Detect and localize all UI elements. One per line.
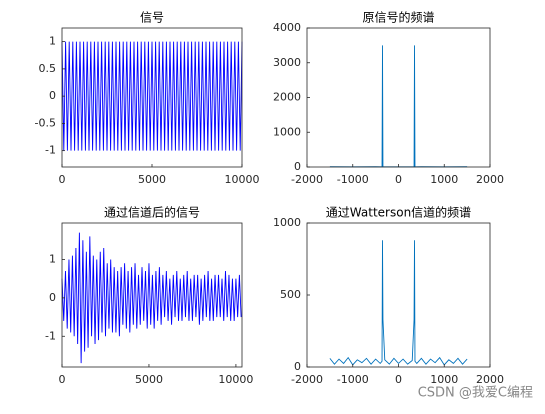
y-tick-label: 4000 (273, 21, 301, 34)
y-tick-label: 1000 (273, 216, 301, 229)
y-tick-label: -1 (45, 329, 56, 342)
x-tick-label: 1000 (430, 173, 458, 186)
y-tick-label: 1 (49, 252, 56, 265)
x-tick-label: 0 (395, 373, 402, 386)
x-tick-label: 0 (59, 373, 66, 386)
data-line (61, 41, 243, 151)
x-tick-label: -1000 (337, 173, 369, 186)
y-tick-label: 3000 (273, 56, 301, 69)
y-tick-label: 0 (294, 360, 301, 373)
x-tick-label: -1000 (337, 373, 369, 386)
y-tick-label: 500 (280, 288, 301, 301)
x-tick-label: 10000 (218, 373, 253, 386)
x-tick-label: -2000 (291, 373, 323, 386)
chart-title: 通过Watterson信道的频谱 (326, 205, 471, 220)
y-tick-label: 2000 (273, 91, 301, 104)
y-tick-label: -0.5 (35, 116, 56, 129)
y-tick-label: 0 (49, 89, 56, 102)
subplot: -2000 -1000 0 1000 2000 0 1000 2000 3000 4000 原信号的… (273, 10, 504, 187)
watermark: CSDN @我爱C编程 (418, 386, 533, 401)
x-tick-label: 0 (59, 173, 66, 186)
axes-background (307, 223, 490, 367)
x-tick-label: 5000 (135, 373, 163, 386)
x-tick-label: -2000 (291, 173, 323, 186)
x-tick-label: 2000 (476, 173, 504, 186)
axes-frame (61, 222, 243, 368)
subplot: 0 5000 10000 -1 0 1 通过信道后的信号 (45, 205, 253, 387)
x-tick-label: 0 (395, 173, 402, 186)
x-tick-label: 1000 (430, 373, 458, 386)
data-line (329, 240, 468, 366)
y-tick-label: 1 (49, 35, 56, 48)
subplot: -2000 -1000 0 1000 2000 0 500 1000 通过Watterson信道… (273, 205, 504, 387)
chart-title: 原信号的频谱 (362, 10, 434, 25)
y-tick-label: 0.5 (39, 62, 57, 75)
data-line (61, 232, 242, 364)
x-tick-label: 5000 (138, 173, 166, 186)
x-tick-label: 10000 (225, 173, 260, 186)
subplot: 0 5000 10000 -1 -0.5 0 0.5 1 信号 (35, 11, 260, 187)
y-tick-label: -1 (45, 144, 56, 157)
y-tick-label: 0 (49, 291, 56, 304)
chart-title: 通过信道后的信号 (104, 205, 200, 220)
x-tick-label: 2000 (476, 373, 504, 386)
axes-background (307, 28, 490, 167)
y-tick-label: 1000 (273, 125, 301, 138)
y-tick-label: 0 (294, 160, 301, 173)
chart-title: 信号 (140, 11, 164, 25)
